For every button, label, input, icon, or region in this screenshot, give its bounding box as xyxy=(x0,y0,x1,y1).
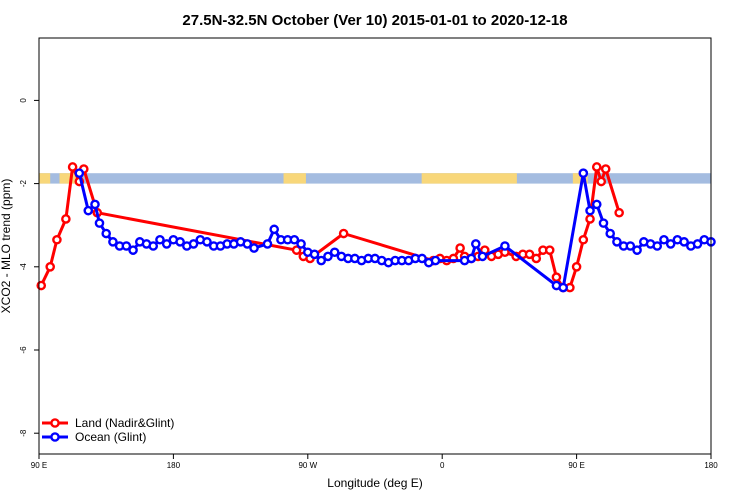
data-point xyxy=(121,241,132,251)
x-tick-label: 180 xyxy=(167,461,181,470)
y-tick-label: -6 xyxy=(19,346,28,354)
land-strip-segment xyxy=(421,173,517,184)
data-point xyxy=(175,237,185,247)
data-point xyxy=(262,239,273,249)
data-point xyxy=(558,282,568,293)
series-ocean xyxy=(74,168,716,293)
data-point xyxy=(430,255,441,266)
data-point xyxy=(500,241,510,251)
data-point xyxy=(67,162,78,172)
data-point xyxy=(338,228,349,239)
x-tick-label: 90 W xyxy=(298,461,317,470)
y-tick-label: -2 xyxy=(19,179,28,187)
x-tick-label: 90 E xyxy=(568,461,584,470)
data-point xyxy=(249,243,259,253)
data-point xyxy=(665,239,676,249)
legend-item: Ocean (Glint) xyxy=(42,430,146,444)
data-point xyxy=(625,241,636,251)
x-tick-label: 180 xyxy=(704,461,718,470)
data-point xyxy=(329,247,340,258)
data-point xyxy=(524,249,535,260)
legend-label: Ocean (Glint) xyxy=(75,430,146,444)
x-tick-label: 90 E xyxy=(31,461,47,470)
data-point xyxy=(605,228,616,239)
land-strip-segment xyxy=(59,173,77,184)
data-point xyxy=(596,176,607,187)
data-point xyxy=(296,239,306,249)
y-axis: 0 -2 -4 -6 -8 xyxy=(19,98,39,437)
data-point xyxy=(417,253,427,264)
legend: Land (Nadir&Glint)Ocean (Glint) xyxy=(42,416,174,444)
series-layer xyxy=(36,162,716,293)
data-point xyxy=(591,199,602,210)
data-point xyxy=(455,243,465,253)
legend-marker xyxy=(50,432,60,442)
data-point xyxy=(45,261,56,272)
data-point xyxy=(108,237,118,247)
data-point xyxy=(90,199,100,210)
data-point xyxy=(309,249,320,260)
data-point xyxy=(578,234,589,245)
data-point xyxy=(598,218,609,228)
legend-label: Land (Nadir&Glint) xyxy=(75,416,174,430)
data-point xyxy=(202,237,212,247)
legend-item: Land (Nadir&Glint) xyxy=(42,416,174,430)
data-point xyxy=(74,168,85,178)
data-point xyxy=(188,239,199,249)
data-point xyxy=(652,241,663,251)
data-point xyxy=(585,205,595,216)
data-point xyxy=(148,241,159,251)
data-point xyxy=(83,205,94,216)
data-point xyxy=(632,245,642,255)
x-tick-label: 0 xyxy=(440,461,445,470)
data-point xyxy=(544,245,555,255)
data-point xyxy=(692,239,703,249)
data-point xyxy=(291,245,302,255)
data-point xyxy=(470,239,481,249)
legend-marker xyxy=(50,418,60,428)
ocean-strip xyxy=(39,173,711,184)
series-line xyxy=(77,171,712,290)
data-point xyxy=(659,234,669,245)
x-axis-label: Longitude (deg E) xyxy=(327,476,422,490)
data-point xyxy=(585,214,595,224)
data-point xyxy=(531,253,542,264)
data-point xyxy=(61,214,71,224)
y-tick-label: -4 xyxy=(19,263,28,271)
data-point xyxy=(600,164,611,174)
data-point xyxy=(161,239,172,249)
data-point xyxy=(614,207,624,218)
data-point xyxy=(128,245,138,255)
data-point xyxy=(316,255,327,266)
x-axis: 90 E 180 90 W 0 90 E 180 xyxy=(31,454,718,470)
land-strip-segment xyxy=(283,173,306,184)
data-point xyxy=(94,218,105,228)
data-point xyxy=(269,224,280,235)
land-strip-segment xyxy=(572,173,588,184)
data-point xyxy=(571,261,582,272)
data-point xyxy=(477,251,488,262)
data-point xyxy=(289,234,300,245)
data-point xyxy=(679,237,689,247)
data-point xyxy=(591,162,602,172)
y-tick-label: -8 xyxy=(19,429,28,437)
data-point xyxy=(551,272,562,283)
data-point xyxy=(612,237,622,247)
data-point xyxy=(101,228,111,239)
y-tick-label: 0 xyxy=(19,98,28,103)
data-point xyxy=(466,253,477,264)
data-point xyxy=(52,234,62,245)
surface-strip xyxy=(39,173,711,184)
data-point xyxy=(242,239,253,249)
data-point xyxy=(578,168,589,178)
chart-title: 27.5N-32.5N October (Ver 10) 2015-01-01 … xyxy=(182,12,567,29)
y-axis-label: XCO2 - MLO trend (ppm) xyxy=(0,179,13,314)
data-point xyxy=(323,251,333,262)
land-strip-segment xyxy=(39,173,51,184)
data-point xyxy=(155,234,165,245)
plot-frame xyxy=(38,37,712,455)
series-line xyxy=(39,165,621,290)
